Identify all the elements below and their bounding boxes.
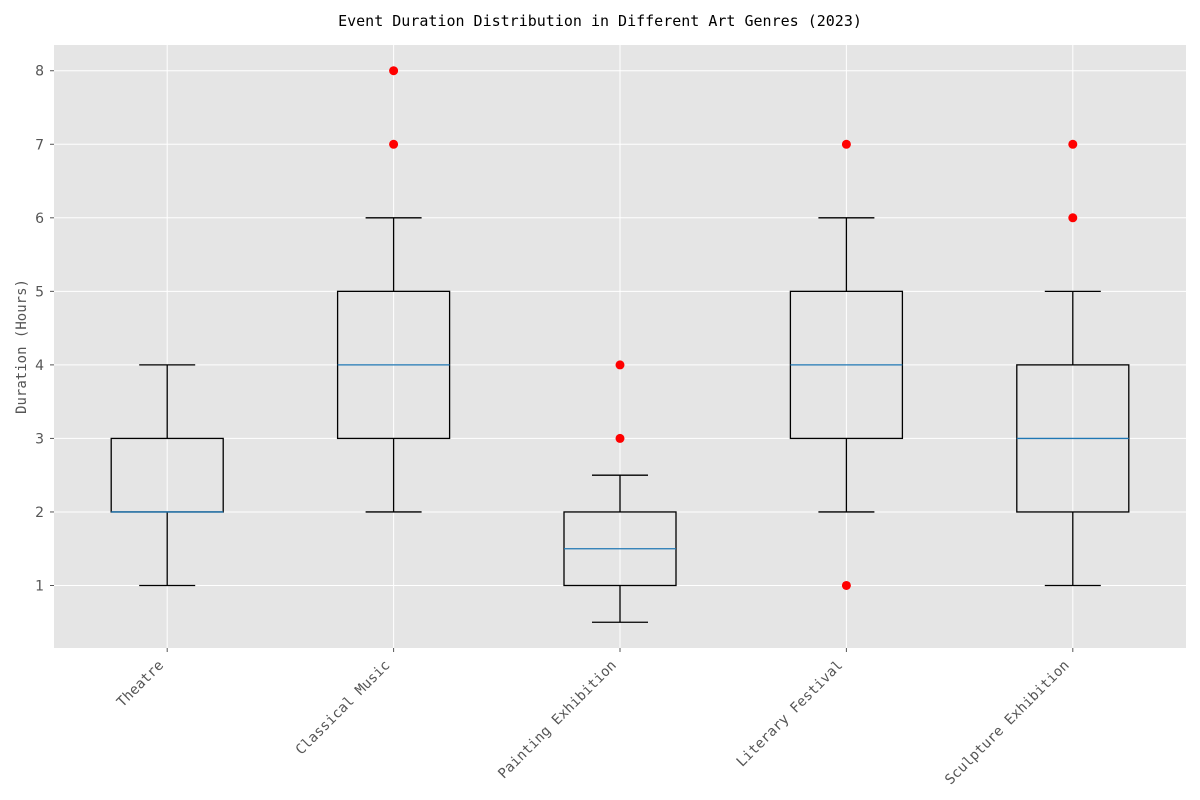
chart-title: Event Duration Distribution in Different… [338,12,862,30]
y-tick-label: 3 [35,431,44,447]
outlier-point [389,66,399,76]
y-tick-label: 6 [35,211,44,227]
y-tick-label: 7 [35,137,44,153]
box-1 [110,364,224,587]
outlier-point [615,360,625,370]
x-tick-label: Painting Exhibition [495,658,620,783]
x-tick-label: Sculpture Exhibition [942,658,1073,789]
y-tick-label: 4 [35,358,44,374]
y-tick-label: 8 [35,64,44,80]
box-2 [336,66,451,513]
y-tick-label: 1 [35,578,44,594]
box-4 [789,139,904,590]
x-axis-ticks: Theatre Classical Music Painting Exhibitio… [114,648,1074,789]
outlier-point [841,580,851,590]
outlier-point [615,433,625,443]
y-tick-label: 2 [35,505,44,521]
outlier-point [841,139,851,149]
outlier-point [1068,213,1078,223]
x-tick-label: Classical Music [293,658,394,759]
outlier-point [1068,139,1078,149]
box-5 [1016,139,1130,587]
box-series [110,66,1130,623]
y-axis-ticks: 1 2 3 4 5 6 7 8 [35,64,54,594]
y-axis-label: Duration (Hours) [14,279,30,414]
x-tick-label: Literary Festival [734,658,847,771]
y-tick-label: 5 [35,284,44,300]
x-tick-label: Theatre [114,658,167,711]
box-3 [563,360,677,623]
outlier-point [389,139,399,149]
